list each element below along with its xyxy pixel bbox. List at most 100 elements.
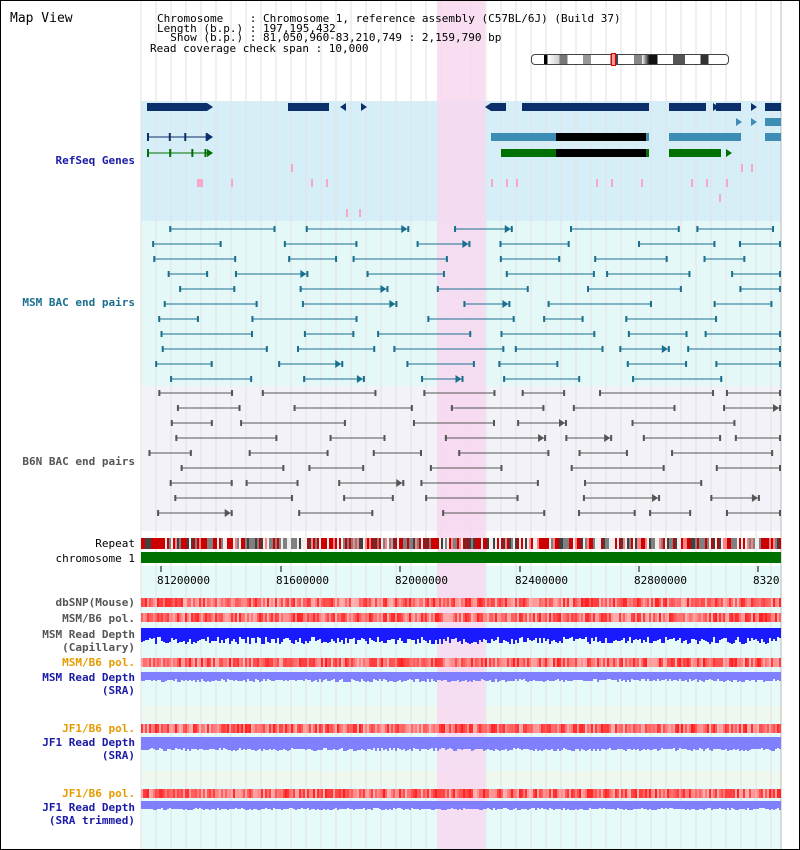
read-depth-bar — [419, 737, 421, 751]
polymorphism-cell — [753, 613, 755, 622]
read-depth-bar — [753, 801, 755, 809]
repeat-segment — [745, 538, 747, 549]
polymorphism-cell — [459, 724, 461, 733]
read-depth-bar — [541, 628, 543, 643]
polymorphism-cell — [215, 613, 217, 622]
polymorphism-cell — [493, 598, 495, 607]
polymorphism-cell — [669, 724, 671, 733]
polymorphism-cell — [185, 724, 187, 733]
polymorphism-cell — [649, 598, 651, 607]
read-depth-bar — [237, 628, 239, 644]
read-depth-bar — [719, 737, 721, 749]
polymorphism-cell — [451, 598, 453, 607]
read-depth-bar — [661, 628, 663, 643]
polymorphism-cell — [323, 613, 325, 622]
polymorphism-cell — [459, 789, 461, 798]
read-depth-bar — [279, 672, 281, 680]
read-depth-bar — [619, 628, 621, 641]
read-depth-bar — [667, 628, 669, 640]
read-depth-bar — [575, 672, 577, 680]
repeat-segment — [603, 538, 605, 549]
polymorphism-cell — [503, 789, 505, 798]
polymorphism-cell — [581, 613, 583, 622]
read-depth-bar — [401, 737, 403, 750]
read-depth-bar — [431, 737, 433, 748]
bac-end — [715, 316, 718, 322]
polymorphism-cell — [573, 598, 575, 607]
polymorphism-cell — [461, 598, 463, 607]
repeat-segment — [263, 538, 265, 549]
read-depth-bar — [301, 737, 303, 749]
repeat-segment — [713, 538, 715, 549]
gene-exon-dense — [556, 149, 646, 157]
polymorphism-cell — [703, 789, 705, 798]
polymorphism-cell — [661, 658, 663, 667]
polymorphism-cell — [405, 724, 407, 733]
polymorphism-cell — [585, 598, 587, 607]
repeat-segment — [325, 538, 327, 549]
read-depth-bar — [393, 672, 395, 682]
chromosome-ideogram[interactable] — [531, 54, 729, 65]
read-depth-bar — [429, 628, 431, 640]
read-depth-bar — [705, 801, 707, 809]
read-depth-bar — [357, 672, 359, 681]
repeat-segment — [141, 538, 143, 549]
polymorphism-cell — [685, 658, 687, 667]
polymorphism-cell — [343, 658, 345, 667]
polymorphism-cell — [657, 724, 659, 733]
read-depth-bar — [519, 628, 521, 638]
read-depth-bar — [223, 628, 225, 643]
repeat-segment — [421, 538, 423, 549]
polymorphism-cell — [317, 613, 319, 622]
read-depth-bar — [263, 672, 265, 679]
repeat-segment — [209, 538, 211, 549]
polymorphism-cell — [461, 789, 463, 798]
repeat-segment — [251, 538, 253, 549]
read-depth-bar — [645, 672, 647, 681]
read-depth-bar — [571, 628, 573, 637]
polymorphism-cell — [163, 789, 165, 798]
polymorphism-cell — [441, 789, 443, 798]
read-depth-bar — [349, 801, 351, 809]
polymorphism-cell — [541, 724, 543, 733]
polymorphism-cell — [543, 789, 545, 798]
polymorphism-cell — [271, 598, 273, 607]
polymorphism-cell — [407, 789, 409, 798]
polymorphism-cell — [407, 613, 409, 622]
repeat-segment — [417, 538, 419, 549]
read-depth-bar — [711, 801, 713, 810]
repeat-segment — [295, 538, 297, 549]
strand-arrow — [356, 375, 363, 383]
polymorphism-cell — [169, 613, 171, 622]
polymorphism-cell — [147, 613, 149, 622]
polymorphism-cell — [309, 724, 311, 733]
repeat-segment — [443, 538, 445, 549]
read-depth-bar — [407, 628, 409, 639]
polymorphism-cell — [689, 598, 691, 607]
repeat-segment — [261, 538, 263, 549]
read-depth-bar — [453, 628, 455, 639]
read-depth-bar — [335, 672, 337, 682]
repeat-segment — [283, 538, 285, 549]
polymorphism-cell — [561, 789, 563, 798]
polymorphism-cell — [239, 789, 241, 798]
read-depth-bar — [209, 737, 211, 749]
repeat-segment — [451, 538, 453, 549]
polymorphism-cell — [703, 598, 705, 607]
polymorphism-cell — [777, 724, 779, 733]
polymorphism-cell — [325, 598, 327, 607]
polymorphism-cell — [575, 598, 577, 607]
read-depth-bar — [733, 737, 735, 749]
polymorphism-cell — [269, 789, 271, 798]
polymorphism-cell — [289, 658, 291, 667]
read-depth-bar — [681, 672, 683, 681]
repeat-segment — [327, 538, 329, 549]
repeat-segment — [291, 538, 293, 549]
read-depth-bar — [315, 737, 317, 751]
repeat-segment — [513, 538, 515, 549]
bac-end — [685, 361, 688, 367]
polymorphism-cell — [419, 658, 421, 667]
polymorphism-cell — [289, 613, 291, 622]
polymorphism-cell — [707, 724, 709, 733]
